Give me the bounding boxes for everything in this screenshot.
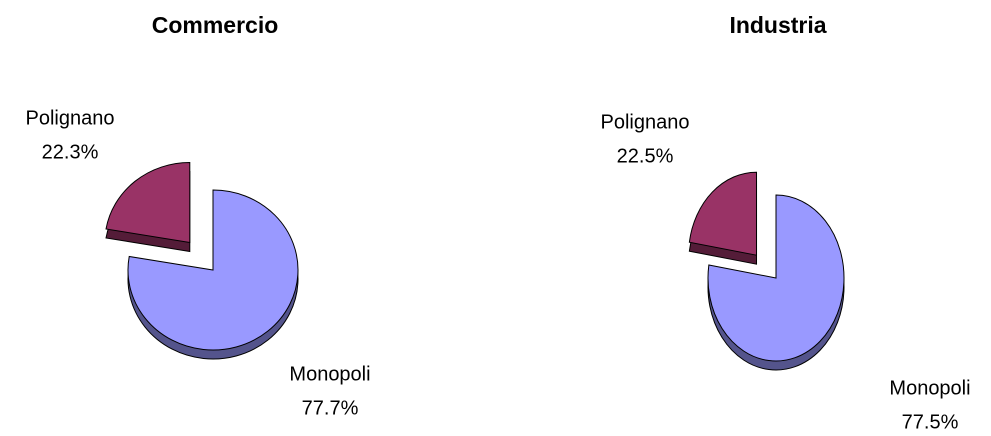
- slice-value-label: 77.5%: [902, 411, 959, 433]
- slice: [105, 161, 191, 244]
- slice: [127, 189, 299, 351]
- slice: [707, 194, 845, 362]
- slice-label: Polignano: [26, 107, 115, 129]
- slice-value-label: 77.7%: [302, 397, 359, 419]
- slice-value-label: 22.5%: [617, 145, 674, 167]
- slice-value-label: 22.3%: [42, 141, 99, 163]
- slice-label: Polignano: [601, 111, 690, 133]
- slice: [688, 171, 758, 256]
- chart-title: Industria: [729, 12, 826, 38]
- chart-title: Commercio: [152, 12, 279, 38]
- slice-label: Monopoli: [289, 363, 370, 385]
- slice-label: Monopoli: [889, 377, 970, 399]
